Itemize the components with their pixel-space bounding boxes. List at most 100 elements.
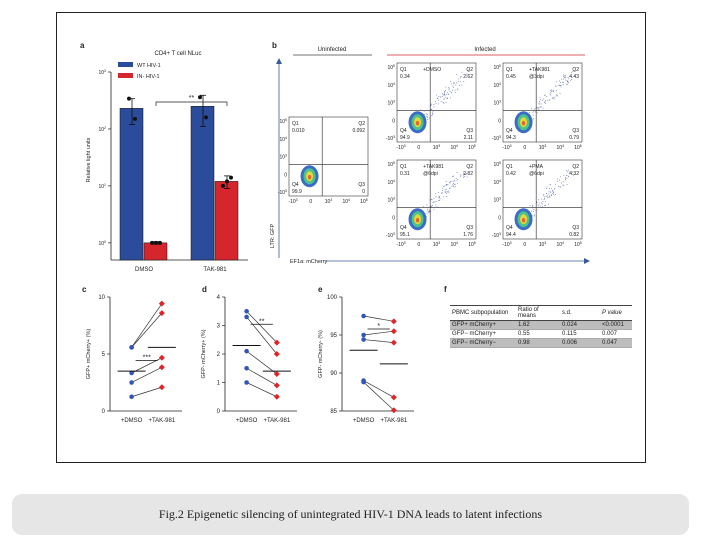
- event-dot: [426, 213, 428, 215]
- pair-line: [246, 382, 277, 398]
- event-dot: [537, 209, 539, 211]
- event-dot: [545, 100, 547, 102]
- event-dot: [453, 82, 455, 84]
- tak981-point: [158, 384, 165, 391]
- event-dot: [541, 99, 543, 101]
- event-dot: [549, 184, 551, 186]
- significance-label: **: [189, 95, 195, 102]
- event-dot: [439, 198, 441, 200]
- event-dot: [536, 107, 538, 109]
- event-dot: [451, 92, 453, 93]
- event-dot: [444, 89, 446, 91]
- event-dot: [538, 103, 540, 105]
- x-tick-label: 103: [539, 241, 547, 248]
- tak981-point: [273, 393, 280, 400]
- y-axis-label: GFP- mCherry+ (%): [201, 329, 207, 378]
- panel-a-bar-chart: CD4+ T cell NLuc WT HIV-1 IN- HIV-1 Rela…: [86, 51, 248, 273]
- event-dot: [441, 93, 443, 95]
- y-tick-label: 105: [387, 64, 395, 71]
- event-dot: [556, 90, 558, 92]
- event-dot: [451, 185, 453, 187]
- flow-plot-frame: [502, 159, 583, 240]
- y-tick-label: 0: [498, 215, 501, 221]
- event-dot: [432, 113, 434, 115]
- event-dot: [535, 207, 537, 209]
- event-dot: [544, 101, 546, 103]
- event-dot: [435, 103, 437, 105]
- event-dot: [550, 94, 552, 96]
- event-dot: [559, 179, 561, 181]
- x-tick-label: 104: [556, 241, 564, 248]
- event-dot: [430, 108, 432, 110]
- event-dot: [554, 85, 556, 87]
- y-tick-label: 4: [217, 295, 221, 301]
- event-dot: [441, 192, 442, 194]
- quadrant-label-q1: 0.34: [400, 74, 410, 80]
- event-dot: [454, 91, 456, 93]
- event-dot: [564, 77, 566, 79]
- event-dot: [567, 171, 569, 173]
- event-dot: [423, 110, 425, 112]
- legend-swatch-wt: [118, 62, 133, 67]
- x-tick-label: +TAK-981: [148, 418, 175, 424]
- tak981-point: [158, 364, 165, 371]
- event-dot: [457, 80, 459, 82]
- event-dot: [544, 200, 546, 202]
- event-dot: [530, 210, 532, 212]
- event-dot: [456, 172, 458, 173]
- tak981-point: [158, 354, 165, 361]
- event-dot: [427, 207, 429, 209]
- quadrant-label-q1: Q1: [506, 164, 513, 170]
- tak981-point: [390, 328, 397, 335]
- event-dot: [555, 183, 556, 185]
- event-dot: [571, 79, 573, 80]
- event-dot: [430, 198, 432, 200]
- condition-label: +DMSO: [423, 67, 441, 73]
- event-dot: [462, 175, 464, 177]
- event-dot: [447, 184, 449, 186]
- group-label-infected: Infected: [474, 47, 495, 53]
- event-dot: [540, 99, 542, 101]
- event-dot: [562, 82, 564, 84]
- event-dot: [566, 83, 568, 85]
- tak981-point: [390, 318, 397, 325]
- event-dot: [435, 94, 437, 96]
- event-dot: [567, 77, 569, 78]
- event-dot: [436, 98, 438, 99]
- data-point: [150, 240, 154, 245]
- event-dot: [420, 110, 422, 112]
- x-tick-label: 103: [539, 144, 547, 151]
- event-dot: [426, 204, 428, 206]
- event-dot: [557, 181, 559, 183]
- event-dot: [566, 80, 568, 82]
- flow-plot-frame: [396, 62, 477, 143]
- event-dot: [532, 114, 534, 116]
- event-dot: [446, 98, 448, 99]
- y-tick-label: 104: [493, 82, 501, 89]
- event-dot: [551, 97, 553, 99]
- event-dot: [429, 199, 431, 201]
- event-dot: [552, 193, 554, 195]
- table-cell: GFP− mCherry−: [452, 340, 497, 346]
- panel-f-table: PBMC subpopulation Ratio of means s.d. P…: [450, 305, 632, 348]
- event-dot: [539, 205, 541, 207]
- event-dot: [461, 84, 463, 86]
- event-dot: [559, 176, 561, 178]
- event-dot: [553, 89, 554, 91]
- event-dot: [572, 171, 574, 173]
- pair-line: [246, 316, 278, 355]
- panel-e-paired-plot: 85 90 95 100 GFP- mCherry- (%) +DMSO +TAK-981 *: [318, 295, 414, 424]
- event-dot: [429, 202, 431, 204]
- y-tick-label: 105: [493, 64, 501, 71]
- event-dot: [573, 175, 575, 177]
- event-dot: [426, 114, 428, 115]
- x-tick-label: 105: [574, 241, 582, 248]
- event-dot: [457, 178, 459, 180]
- event-dot: [537, 107, 539, 109]
- dmso-point: [244, 365, 249, 371]
- y-tick-label: 103: [279, 154, 287, 161]
- event-dot: [539, 106, 541, 108]
- event-dot: [443, 196, 445, 198]
- y-tick-label: 1: [217, 381, 221, 387]
- table-cell: 0.115: [562, 331, 577, 337]
